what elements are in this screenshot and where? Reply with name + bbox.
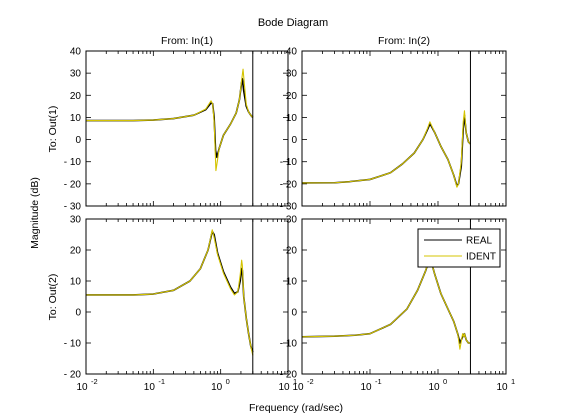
x-tick-label: 10 xyxy=(278,382,290,393)
legend-box xyxy=(417,228,501,268)
x-tick-label: 10 xyxy=(428,382,440,393)
column-title-1: From: In(1) xyxy=(161,35,213,47)
y-tick-label: 30 xyxy=(70,215,82,226)
y-axis-label: Magnitude (dB) xyxy=(29,177,41,249)
series-ident-line xyxy=(302,257,471,350)
row-title-2: To: Out(2) xyxy=(47,274,59,321)
x-tick-exponent: 0 xyxy=(443,377,447,386)
y-tick-label: - 10 xyxy=(280,339,298,350)
y-tick-label: - 20 xyxy=(280,370,298,381)
x-tick-exponent: 1 xyxy=(511,377,515,386)
y-tick-label: - 30 xyxy=(280,202,298,213)
panel-1: - 30 - 20 - 10 0 10 20 30 40 xyxy=(64,47,289,213)
legend-label-ident: IDENT xyxy=(466,252,496,263)
row-title-1: To: Out(1) xyxy=(47,106,59,153)
y-tick-label: 30 xyxy=(70,69,82,80)
chart-title: Bode Diagram xyxy=(258,17,328,29)
y-tick-label: 40 xyxy=(70,47,82,58)
plot-frame xyxy=(301,50,507,207)
y-tick-label: 20 xyxy=(286,91,298,102)
legend: REAL IDENT xyxy=(417,228,501,268)
y-tick-label: 20 xyxy=(286,246,298,257)
x-tick-label: 10 xyxy=(211,382,223,393)
plot-background xyxy=(86,51,288,206)
y-tick-label: 10 xyxy=(70,277,82,288)
x-tick-exponent: 0 xyxy=(226,377,230,386)
y-tick-label: 0 xyxy=(291,135,297,146)
y-tick-label: 40 xyxy=(286,47,298,58)
plot-background xyxy=(302,51,506,206)
x-tick-label: 10 xyxy=(144,382,156,393)
plot-background xyxy=(86,219,288,374)
x-tick-exponent: -2 xyxy=(307,377,314,386)
series-group xyxy=(86,229,254,356)
y-tick-label: - 10 xyxy=(64,339,82,350)
plot-frame xyxy=(301,218,507,375)
column-title-2: From: In(2) xyxy=(378,35,430,47)
x-tick-label: 10 xyxy=(76,382,88,393)
legend-label-real: REAL xyxy=(466,236,493,247)
y-tick-label: 0 xyxy=(291,308,297,319)
y-tick-label: 30 xyxy=(286,69,298,80)
series-ident-line xyxy=(302,110,471,188)
x-tick-exponent: -1 xyxy=(158,377,165,386)
y-tick-label: - 20 xyxy=(280,179,298,190)
series-group xyxy=(302,257,471,350)
y-tick-label: - 20 xyxy=(64,370,82,381)
y-tick-label: - 10 xyxy=(64,157,82,168)
series-ident-line xyxy=(86,68,254,172)
y-tick-label: 10 xyxy=(286,277,298,288)
x-tick-exponent: -2 xyxy=(91,377,98,386)
y-tick-label: 0 xyxy=(75,308,81,319)
y-tick-label: - 30 xyxy=(64,202,82,213)
x-tick-exponent: 1 xyxy=(293,377,297,386)
y-tick-label: 20 xyxy=(70,246,82,257)
y-tick-label: 30 xyxy=(286,215,298,226)
y-tick-label: 20 xyxy=(70,91,82,102)
y-tick-label: 0 xyxy=(75,135,81,146)
y-tick-label: - 10 xyxy=(280,157,298,168)
plot-frame xyxy=(85,218,289,375)
x-tick-label: 10 xyxy=(292,382,304,393)
x-tick-label: 10 xyxy=(360,382,372,393)
x-tick-exponent: -1 xyxy=(375,377,382,386)
y-tick-label: 10 xyxy=(286,113,298,124)
x-axis-label: Frequency (rad/sec) xyxy=(249,402,343,414)
x-tick-label: 10 xyxy=(496,382,508,393)
series-group xyxy=(302,110,472,188)
y-tick-label: - 20 xyxy=(64,179,82,190)
panel-2: - 30 - 20 - 10 0 10 20 30 40 xyxy=(280,47,507,213)
series-ident-line xyxy=(86,229,254,356)
series-group xyxy=(86,68,254,172)
plot-frame xyxy=(85,50,289,207)
y-tick-label: 10 xyxy=(70,113,82,124)
